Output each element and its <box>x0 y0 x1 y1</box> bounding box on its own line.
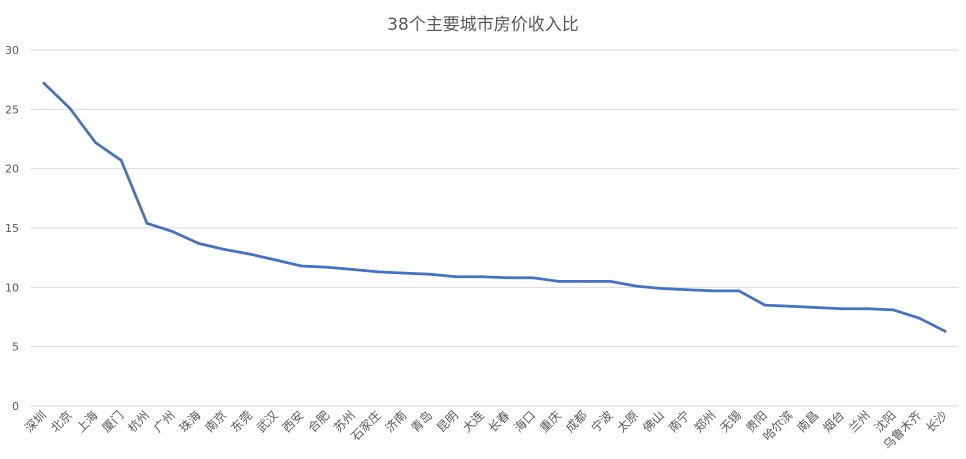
x-tick-label: 烟台 <box>820 408 848 436</box>
y-tick-label: 0 <box>12 400 19 413</box>
data-point-佛山 <box>660 287 664 290</box>
x-tick-label: 成都 <box>563 408 590 435</box>
x-tick-label: 重庆 <box>537 408 564 435</box>
data-point-海口 <box>531 276 535 280</box>
x-tick-label: 兰州 <box>846 408 873 435</box>
data-point-东莞 <box>248 252 252 256</box>
y-tick-label: 10 <box>5 281 19 294</box>
data-point-石家庄 <box>377 270 381 274</box>
x-tick-label: 长沙 <box>923 408 950 435</box>
x-tick-label: 广州 <box>151 408 178 435</box>
x-tick-label: 东莞 <box>228 408 255 435</box>
data-point-南京 <box>222 247 226 251</box>
chart-title: 38个主要城市房价收入比 <box>387 15 579 35</box>
x-tick-label: 无锡 <box>717 408 745 436</box>
x-tick-label: 宁波 <box>588 408 616 436</box>
y-tick-label: 15 <box>5 222 19 235</box>
data-point-珠海 <box>197 242 200 245</box>
series-layer <box>42 81 947 333</box>
y-tick-label: 5 <box>12 341 19 354</box>
y-axis-ticks: 0 5 10 15 20 25 30 <box>5 44 19 413</box>
data-point-宁波 <box>608 280 612 283</box>
data-point-昆明 <box>454 275 458 279</box>
x-tick-label: 南宁 <box>665 408 693 436</box>
data-point-杭州 <box>145 221 149 225</box>
gridlines <box>30 49 958 407</box>
data-point-上海 <box>94 141 97 144</box>
x-tick-label: 西安 <box>279 408 307 436</box>
x-tick-label: 珠海 <box>176 408 204 436</box>
data-point-北京 <box>68 106 72 110</box>
x-tick-label: 合肥 <box>305 408 333 436</box>
y-tick-label: 30 <box>5 44 19 57</box>
data-point-烟台 <box>840 307 844 311</box>
data-point-济南 <box>403 271 406 275</box>
x-tick-label: 昆明 <box>434 408 461 435</box>
data-point-合肥 <box>325 265 329 269</box>
data-point-哈尔滨 <box>789 304 792 308</box>
x-tick-label: 深圳 <box>22 408 49 435</box>
data-point-成都 <box>583 280 586 283</box>
data-point-长春 <box>505 276 509 280</box>
x-tick-label: 北京 <box>48 408 75 435</box>
data-point-郑州 <box>711 289 715 293</box>
x-tick-label: 太原 <box>614 408 642 436</box>
data-point-乌鲁木齐 <box>917 316 921 320</box>
x-tick-label: 大连 <box>459 408 487 436</box>
x-tick-label: 济南 <box>382 408 410 436</box>
data-point-南昌 <box>814 306 818 309</box>
x-tick-label: 武汉 <box>254 408 281 435</box>
x-axis-ticks: 深圳北京上海厦门杭州广州珠海南京东莞武汉西安合肥苏州石家庄济南青岛昆明大连长春海… <box>22 408 950 453</box>
x-tick-label: 哈尔滨 <box>760 408 796 444</box>
data-point-长沙 <box>943 329 947 333</box>
data-point-重庆 <box>557 280 561 283</box>
data-point-西安 <box>300 264 303 268</box>
data-point-大连 <box>480 275 484 279</box>
x-tick-label: 佛山 <box>640 408 667 435</box>
data-point-苏州 <box>351 268 355 271</box>
y-tick-label: 25 <box>5 103 19 116</box>
data-point-南宁 <box>686 288 689 292</box>
x-tick-label: 厦门 <box>99 408 127 436</box>
x-tick-label: 南昌 <box>794 408 822 436</box>
x-tick-label: 青岛 <box>408 408 436 436</box>
data-point-贵阳 <box>763 303 767 307</box>
x-tick-label: 上海 <box>73 408 101 436</box>
x-tick-label: 石家庄 <box>348 408 384 444</box>
x-tick-label: 南京 <box>202 408 230 436</box>
x-tick-label: 杭州 <box>125 408 153 436</box>
data-point-沈阳 <box>892 308 895 312</box>
series-line <box>42 81 947 333</box>
data-point-太原 <box>634 284 638 288</box>
x-tick-label: 郑州 <box>691 408 719 436</box>
x-tick-label: 海口 <box>511 408 539 436</box>
data-point-深圳 <box>42 81 46 85</box>
data-point-武汉 <box>274 258 278 262</box>
data-point-厦门 <box>119 158 123 162</box>
data-point-兰州 <box>866 307 870 311</box>
data-point-青岛 <box>428 272 432 276</box>
x-tick-label: 长春 <box>486 408 513 435</box>
y-tick-label: 20 <box>5 163 19 176</box>
data-point-广州 <box>171 230 175 233</box>
data-point-无锡 <box>737 289 741 293</box>
